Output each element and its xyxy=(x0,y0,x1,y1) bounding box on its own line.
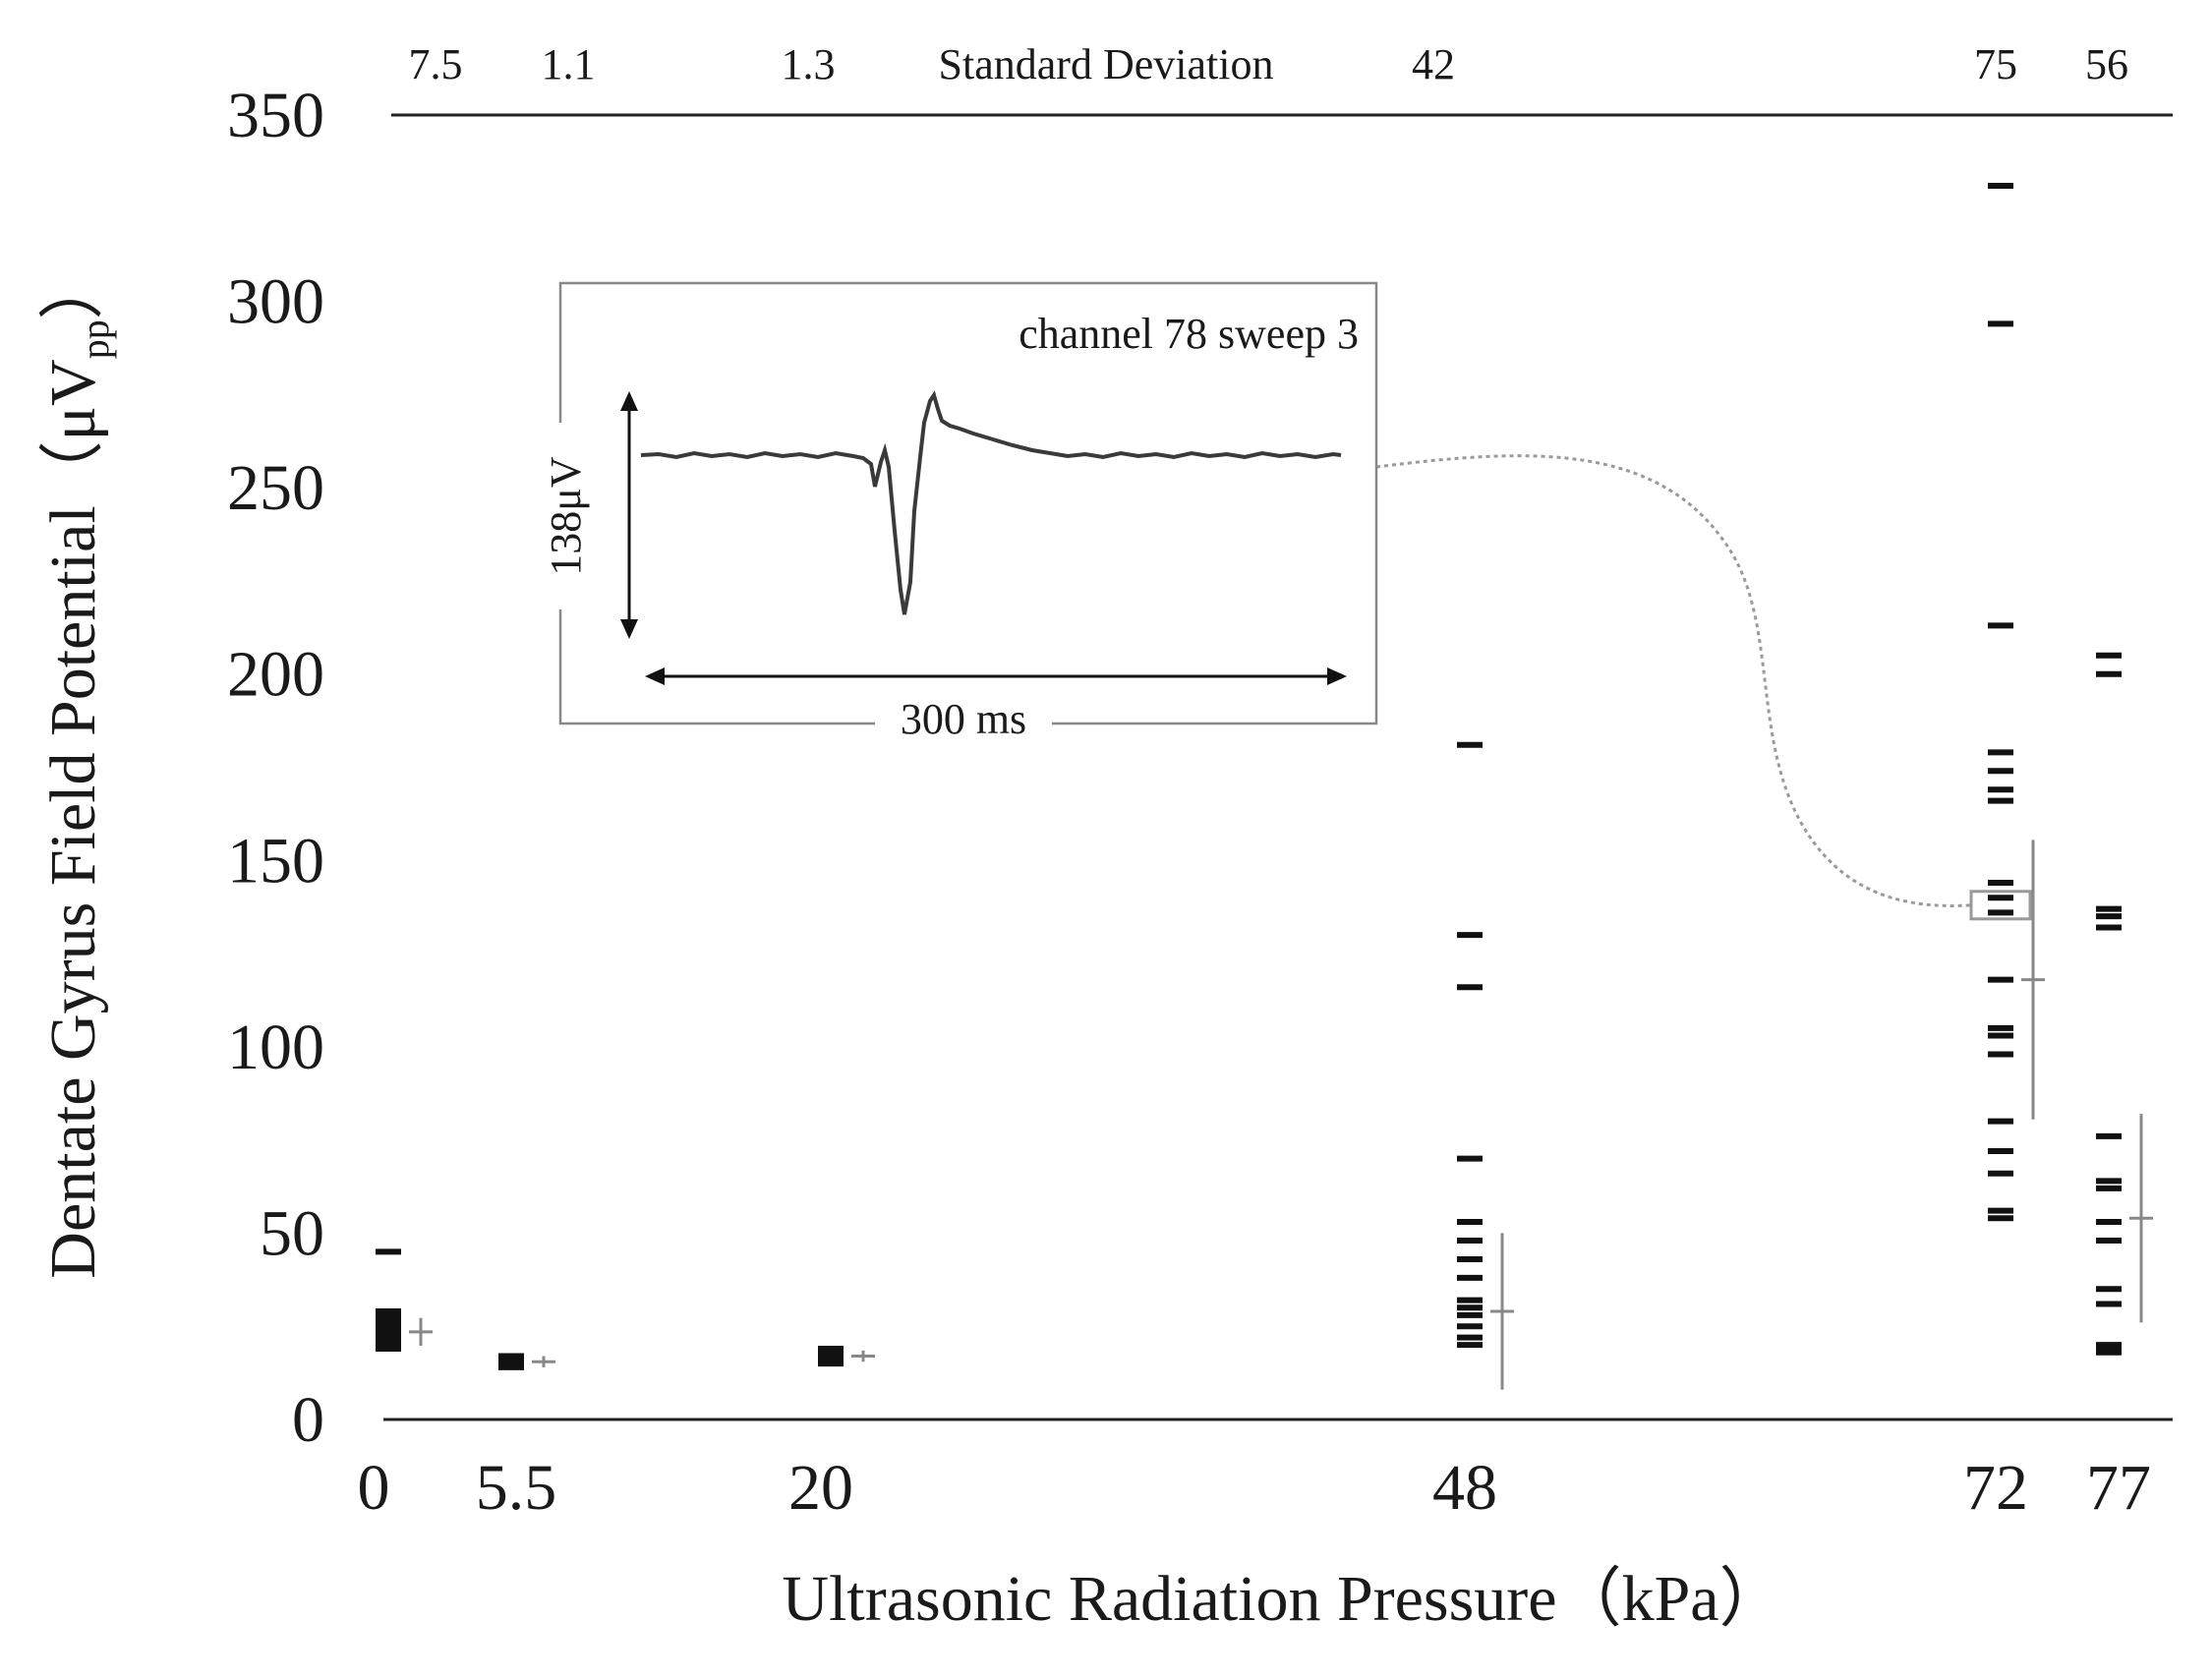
sd-label: 1.3 xyxy=(782,40,836,88)
callout-curve xyxy=(1375,454,1972,907)
y-tick-label: 200 xyxy=(227,639,324,711)
y-tick-label: 300 xyxy=(227,266,324,338)
y-tick-label: 350 xyxy=(227,80,324,151)
sd-labels: 7.5 1.1 1.3 42 75 56 xyxy=(409,40,2129,88)
x-tick-label: 5.5 xyxy=(476,1452,557,1524)
x-tick-label: 0 xyxy=(358,1452,390,1524)
sd-label: 42 xyxy=(1412,40,1455,88)
amplitude-label: 138μV xyxy=(542,456,590,576)
x-axis-title: Ultrasonic Radiation Pressure（kPa） xyxy=(782,1563,1783,1635)
x-tick-label: 20 xyxy=(788,1452,853,1524)
x-tick-label: 48 xyxy=(1432,1452,1497,1524)
duration-arrow-head-left xyxy=(645,667,665,685)
sd-label: 75 xyxy=(1974,40,2017,88)
inset-waveform xyxy=(640,390,1342,615)
duration-arrow-head-right xyxy=(1327,667,1347,685)
x-tick-label: 72 xyxy=(1963,1452,2028,1524)
duration-label: 300 ms xyxy=(901,695,1026,743)
y-tick-label: 250 xyxy=(227,452,324,524)
amplitude-arrow-head-top xyxy=(620,391,638,411)
sd-label: 56 xyxy=(2085,40,2128,88)
x-tick-labels: 0 5.5 20 48 72 77 xyxy=(358,1452,2152,1524)
y-tick-label: 150 xyxy=(227,825,324,897)
amplitude-arrow-head-bottom xyxy=(620,619,638,639)
sd-label: 7.5 xyxy=(409,40,463,88)
inset-title: channel 78 sweep 3 xyxy=(1019,310,1359,358)
y-axis-title-close: ） xyxy=(37,255,109,319)
highlighted-point-box xyxy=(1969,890,2032,921)
x-tick-label: 77 xyxy=(2086,1452,2151,1524)
sd-label: 1.1 xyxy=(542,40,596,88)
y-tick-label: 100 xyxy=(227,1012,324,1083)
y-tick-label: 50 xyxy=(260,1197,324,1269)
y-axis-title-main: Dentate Gyrus Field Potential（μV xyxy=(37,359,109,1278)
inset-panel: channel 78 sweep 3 138μV 300 ms xyxy=(539,281,1378,747)
y-axis-title-subscript: pp xyxy=(73,319,117,359)
inset-frame xyxy=(558,281,1378,725)
data-marks xyxy=(376,183,2122,1370)
mean-sd-markers xyxy=(409,840,2153,1390)
sd-header: Standard Deviation xyxy=(939,40,1274,88)
y-tick-labels: 0 50 100 150 200 250 300 350 xyxy=(227,80,324,1456)
y-axis-title: Dentate Gyrus Field Potential（μVpp） xyxy=(37,255,117,1278)
y-tick-label: 0 xyxy=(292,1384,324,1456)
